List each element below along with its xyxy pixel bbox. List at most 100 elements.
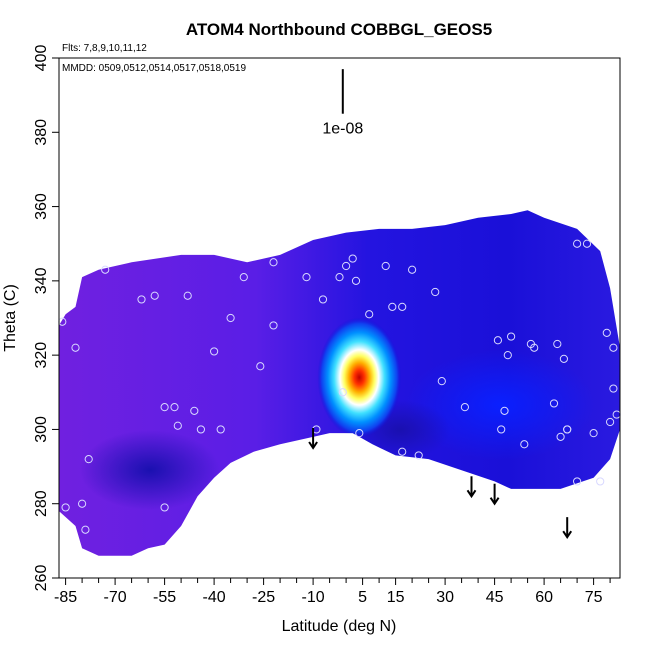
obs-point-25 (318, 295, 328, 304)
obs-point-3 (78, 499, 87, 508)
obs-point-39 (431, 287, 440, 297)
y-tick-label-4: 340 (33, 267, 50, 294)
obs-point-53 (556, 432, 565, 441)
y-tick-label-1: 280 (33, 490, 50, 517)
obs-point-17 (216, 425, 225, 434)
chart-title: ATOM4 Northbound COBBGL_GEOS5 (186, 20, 492, 39)
obs-point-33 (381, 261, 390, 271)
y-tick-label-0: 260 (33, 565, 50, 592)
obs-point-51 (553, 339, 562, 349)
x-tick-label-7: 15 (387, 589, 405, 606)
x-axis: -85 -70 -55 -40 -25 -10 5 15 30 45 60 75 (54, 578, 611, 606)
x-axis-label: Latitude (deg N) (282, 618, 397, 635)
obs-point-32 (365, 310, 374, 319)
obs-point-62 (606, 417, 615, 427)
arrow-2 (489, 483, 500, 506)
obs-point-46 (507, 332, 516, 341)
obs-point-56 (573, 477, 582, 486)
arrow-3 (562, 517, 573, 539)
obs-point-41 (460, 403, 469, 412)
x-tick-label-0: -85 (54, 589, 77, 606)
obs-point-6 (101, 265, 110, 274)
obs-point-42 (493, 336, 502, 345)
obs-point-1 (61, 503, 70, 512)
obs-point-28 (338, 388, 347, 397)
heatmap-dark-region (80, 430, 220, 510)
obs-point-14 (190, 406, 199, 415)
obs-point-23 (302, 273, 311, 282)
scale-label: 1e-08 (322, 121, 363, 138)
obs-point-45 (503, 351, 512, 360)
obs-point-44 (497, 425, 506, 434)
obs-point-26 (335, 273, 344, 282)
x-tick-label-6: 5 (358, 589, 367, 606)
obs-point-52 (559, 354, 569, 363)
obs-point-30 (351, 276, 361, 285)
obs-point-43 (500, 406, 509, 415)
y-axis: 260 280 300 320 340 360 380 400 (33, 45, 59, 592)
y-tick-label-2: 300 (33, 416, 50, 443)
obs-point-34 (388, 302, 397, 311)
obs-point-15 (196, 425, 205, 434)
flights-subtitle: Flts: 7,8,9,10,11,12 (62, 43, 147, 54)
obs-point-10 (160, 503, 169, 512)
obs-point-22 (269, 258, 278, 267)
x-tick-label-10: 60 (535, 589, 553, 606)
obs-point-2 (71, 343, 80, 352)
y-axis-label: Theta (C) (2, 284, 19, 352)
x-tick-label-3: -40 (203, 589, 226, 606)
obs-point-11 (170, 403, 179, 412)
obs-point-19 (239, 273, 248, 282)
x-tick-label-2: -55 (153, 589, 176, 606)
obs-point-49 (530, 343, 539, 352)
obs-point-40 (437, 377, 446, 386)
obs-point-36 (398, 447, 407, 456)
plot-frame (58, 57, 621, 579)
y-tick-label-6: 380 (33, 119, 50, 146)
obs-point-37 (408, 265, 417, 274)
obs-point-58 (582, 239, 592, 248)
obs-point-20 (256, 362, 265, 371)
obs-point-64 (609, 384, 618, 393)
obs-point-16 (210, 347, 219, 356)
x-tick-label-4: -25 (252, 589, 275, 606)
y-tick-label-5: 360 (33, 193, 50, 220)
obs-point-59 (589, 429, 598, 438)
arrows (308, 428, 573, 539)
arrow-1 (466, 476, 477, 499)
obs-point-63 (609, 343, 618, 352)
arrow-0 (308, 428, 318, 450)
obs-point-21 (269, 321, 278, 330)
obs-point-61 (602, 328, 611, 337)
obs-point-12 (173, 421, 182, 430)
obs-point-9 (160, 403, 169, 412)
obs-point-27 (342, 261, 351, 271)
x-tick-label-5: -10 (302, 589, 325, 606)
obs-point-5 (84, 455, 93, 464)
dates-subtitle: MMDD: 0509,0512,0514,0517,0518,0519 (62, 63, 246, 74)
obs-point-47 (520, 440, 529, 449)
obs-point-29 (348, 254, 357, 263)
obs-point-35 (398, 302, 407, 311)
obs-point-4 (81, 525, 90, 534)
obs-point-50 (549, 399, 559, 408)
obs-point-18 (226, 313, 235, 323)
obs-point-7 (137, 295, 146, 304)
obs-point-57 (573, 239, 582, 248)
obs-point-8 (150, 291, 159, 300)
observation-points (58, 239, 621, 534)
obs-point-38 (414, 451, 423, 460)
x-tick-label-1: -70 (104, 589, 127, 606)
x-tick-label-9: 45 (486, 589, 504, 606)
obs-point-55 (563, 425, 572, 434)
y-tick-label-3: 320 (33, 342, 50, 369)
obs-point-13 (183, 291, 192, 300)
x-tick-label-11: 75 (585, 589, 603, 606)
obs-point-31 (355, 429, 364, 438)
heatmap-blue-region (405, 350, 595, 460)
heatmap-peak (317, 317, 402, 438)
obs-point-60 (596, 477, 605, 486)
x-tick-label-8: 30 (436, 589, 454, 606)
y-tick-label-7: 400 (33, 45, 50, 72)
